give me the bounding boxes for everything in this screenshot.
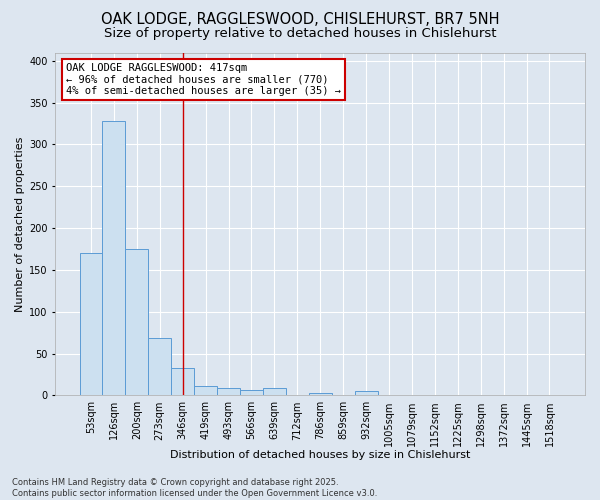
Bar — [80, 253, 103, 396]
Text: OAK LODGE, RAGGLESWOOD, CHISLEHURST, BR7 5NH: OAK LODGE, RAGGLESWOOD, CHISLEHURST, BR7… — [101, 12, 499, 28]
Bar — [217, 388, 240, 396]
Bar — [125, 249, 148, 396]
Text: Size of property relative to detached houses in Chislehurst: Size of property relative to detached ho… — [104, 28, 496, 40]
Bar — [148, 338, 171, 396]
Text: Contains HM Land Registry data © Crown copyright and database right 2025.
Contai: Contains HM Land Registry data © Crown c… — [12, 478, 377, 498]
X-axis label: Distribution of detached houses by size in Chislehurst: Distribution of detached houses by size … — [170, 450, 470, 460]
Text: OAK LODGE RAGGLESWOOD: 417sqm
← 96% of detached houses are smaller (770)
4% of s: OAK LODGE RAGGLESWOOD: 417sqm ← 96% of d… — [66, 63, 341, 96]
Bar — [355, 391, 377, 396]
Bar — [263, 388, 286, 396]
Bar — [171, 368, 194, 396]
Bar — [309, 393, 332, 396]
Bar — [240, 390, 263, 396]
Y-axis label: Number of detached properties: Number of detached properties — [15, 136, 25, 312]
Bar — [103, 121, 125, 396]
Bar — [194, 386, 217, 396]
